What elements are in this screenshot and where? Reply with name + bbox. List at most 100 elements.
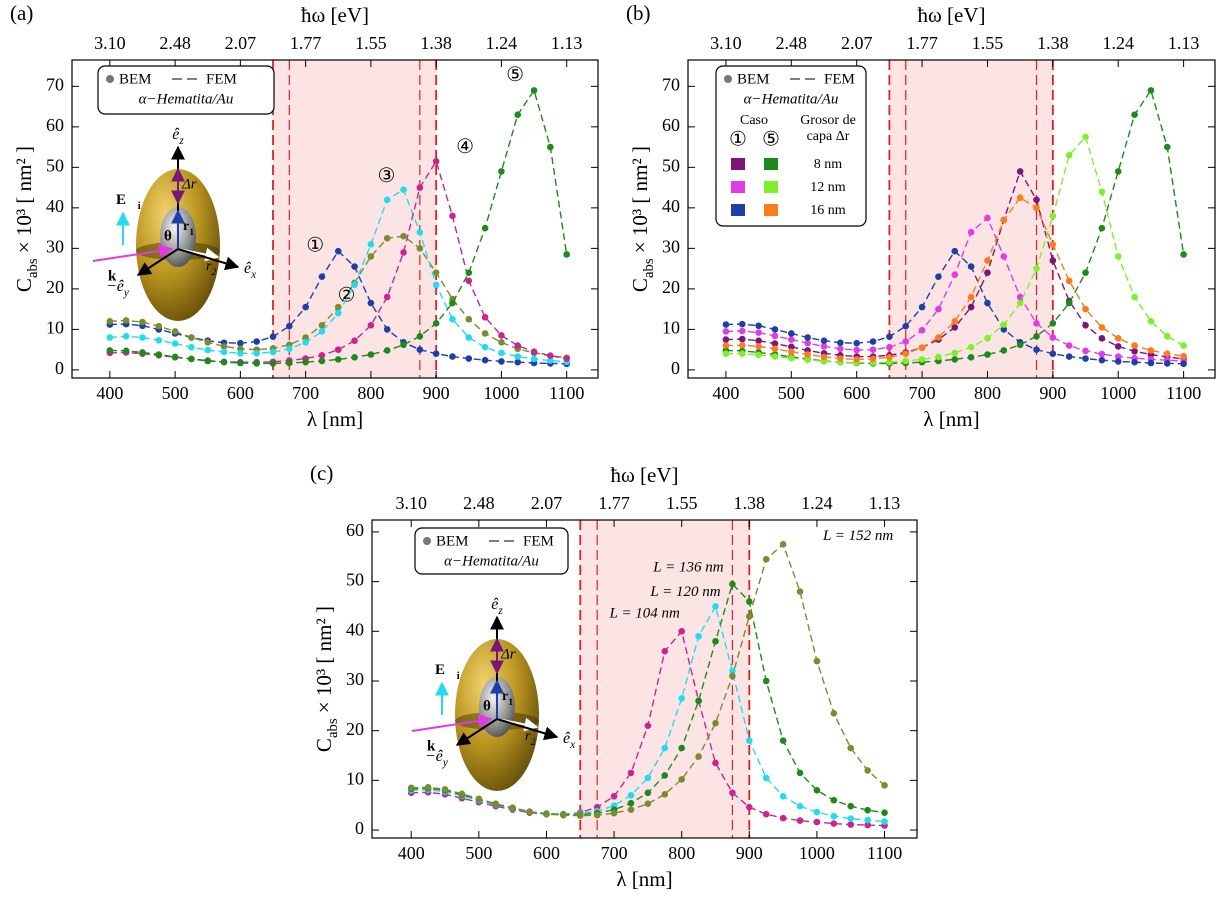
- bem-point: [367, 253, 375, 260]
- x-tick-label: 400: [398, 843, 425, 863]
- x2-axis-title: ħω [eV]: [301, 3, 369, 27]
- legend-swatch: [731, 204, 745, 216]
- bem-point: [1098, 324, 1106, 331]
- x-tick-label: 700: [601, 843, 628, 863]
- bem-point: [458, 790, 466, 798]
- series-label: L = 120 nm: [649, 584, 720, 600]
- bem-point: [722, 350, 730, 357]
- legend-label: FEM: [824, 71, 855, 87]
- bem-point: [286, 345, 293, 353]
- bem-point: [351, 354, 358, 361]
- bem-point: [432, 157, 440, 165]
- y-tick-label: 70: [662, 74, 680, 94]
- bem-point: [644, 774, 652, 782]
- bem-point: [237, 339, 244, 347]
- bem-point: [465, 355, 473, 362]
- bem-point: [237, 359, 244, 367]
- bem-point: [367, 322, 375, 329]
- bem-point: [543, 810, 550, 818]
- bem-point: [220, 343, 228, 350]
- bem-point: [1163, 350, 1171, 357]
- bem-point: [935, 334, 942, 341]
- bem-point: [1000, 326, 1008, 333]
- bem-point: [853, 356, 860, 363]
- bem-point: [1000, 321, 1008, 328]
- x-tick-label: 500: [162, 383, 189, 403]
- bem-point: [788, 348, 795, 355]
- inset-label-part: ê: [563, 730, 571, 747]
- y-tick-label: 60: [346, 520, 364, 540]
- bem-point: [269, 348, 277, 356]
- x-axis-title: λ [nm]: [616, 867, 672, 891]
- bem-point: [1016, 168, 1024, 175]
- bem-point: [762, 677, 770, 685]
- bem-point: [122, 332, 130, 340]
- bem-point: [1114, 343, 1122, 350]
- bem-point: [967, 293, 975, 301]
- bem-point: [1082, 322, 1089, 329]
- bem-point: [400, 341, 407, 349]
- bem-point: [830, 812, 838, 820]
- bem-point: [847, 802, 855, 810]
- bem-point: [796, 802, 804, 810]
- bem-point: [171, 353, 179, 361]
- bem-point: [864, 821, 871, 829]
- bem-point: [864, 767, 871, 774]
- bem-point: [286, 359, 293, 367]
- y-tick-label: 70: [46, 74, 64, 94]
- fem-line: [109, 88, 568, 365]
- legend-swatch: [764, 204, 778, 216]
- bem-point: [171, 328, 179, 335]
- inset-label: r1: [502, 689, 513, 708]
- inset-label: −êy: [425, 748, 448, 769]
- x2-tick-label: 2.07: [531, 493, 563, 513]
- bem-point: [220, 348, 228, 356]
- bem-point: [509, 804, 516, 811]
- y-tick-label: 0: [55, 358, 64, 378]
- bem-point: [286, 322, 293, 330]
- legend-swatch: [731, 158, 745, 170]
- fem-line: [725, 88, 1185, 365]
- bem-point: [1147, 87, 1155, 94]
- legend-case-title: Caso: [740, 113, 768, 128]
- inset-label-part: r: [525, 729, 531, 744]
- x2-tick-label: 1.55: [666, 493, 698, 513]
- y-axis-title-part: abs: [25, 258, 41, 278]
- x2-tick-label: 1.77: [598, 493, 630, 513]
- x-tick-label: 400: [712, 383, 739, 403]
- x-tick-label: 900: [423, 383, 450, 403]
- bem-point: [302, 339, 309, 346]
- bem-point: [1049, 320, 1057, 327]
- fem-line: [725, 196, 1184, 361]
- bem-point: [1016, 299, 1024, 307]
- bem-point: [334, 303, 342, 311]
- legend-label: FEM: [523, 533, 554, 549]
- y-axis-title-part: × 10³ [ nm² ]: [628, 146, 652, 259]
- x2-tick-label: 1.77: [906, 33, 938, 53]
- series-label: ②: [338, 283, 356, 307]
- inset-label-part: r: [502, 689, 508, 704]
- bem-point: [886, 358, 893, 366]
- x-tick-label: 1100: [1166, 383, 1201, 403]
- bem-point: [755, 343, 762, 350]
- x-tick-label: 400: [96, 383, 123, 403]
- bem-point: [722, 321, 730, 328]
- bem-point: [237, 349, 244, 357]
- y-tick-label: 60: [662, 115, 680, 135]
- bem-point: [746, 598, 753, 605]
- bem-point: [813, 808, 821, 816]
- bem-point: [1131, 347, 1138, 355]
- bem-point: [729, 580, 736, 588]
- legend-label: BEM: [737, 71, 770, 87]
- bem-point: [1131, 342, 1138, 349]
- bem-point: [383, 347, 391, 354]
- bem-point: [334, 309, 342, 317]
- y-axis-title: Cabs × 10³ [ nm² ]: [12, 146, 42, 292]
- bem-point: [729, 789, 736, 797]
- y-tick-label: 50: [662, 155, 680, 175]
- legend-box: [414, 527, 569, 575]
- bem-point: [935, 353, 942, 361]
- bem-point: [269, 360, 277, 367]
- bem-point: [155, 337, 163, 344]
- shaded-region: [580, 520, 750, 838]
